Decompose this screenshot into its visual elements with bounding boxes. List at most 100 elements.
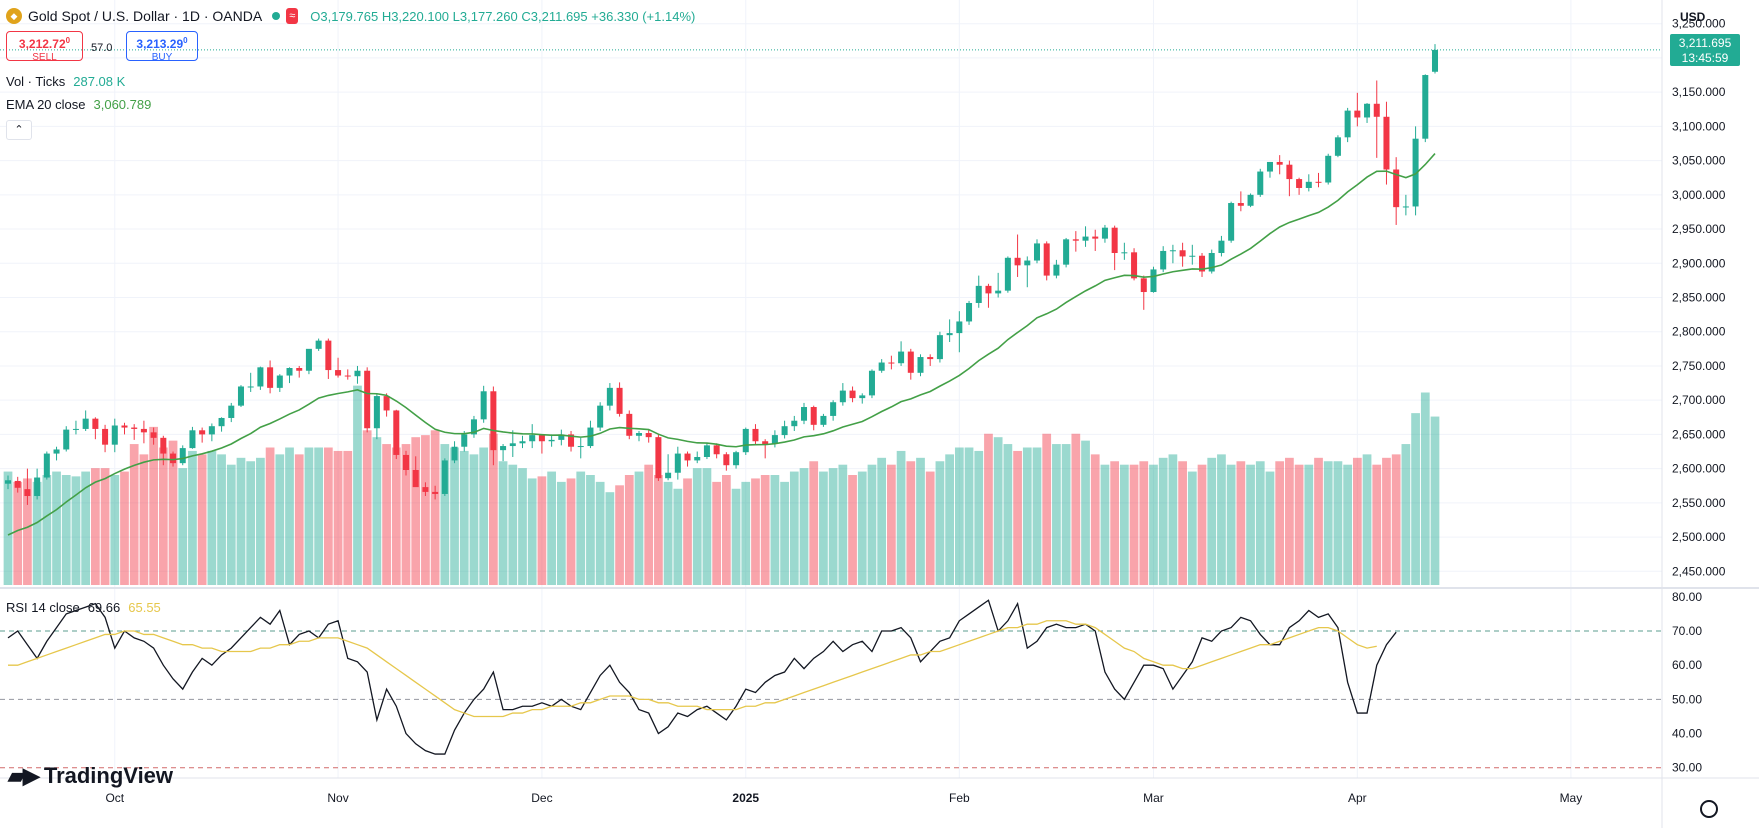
volume-bar [799, 468, 809, 585]
candle-body [92, 418, 99, 429]
symbol-title[interactable]: Gold Spot / U.S. Dollar · 1D · OANDA [28, 8, 263, 24]
last-price-tag: 3,211.695 13:45:59 [1670, 33, 1740, 66]
rsi-legend[interactable]: RSI 14 close 69.66 65.55 [6, 600, 161, 615]
candle-body [1247, 194, 1254, 206]
time-axis-label: Nov [327, 791, 348, 805]
sell-label: SELL [32, 52, 57, 63]
volume-bar [498, 461, 508, 585]
grid-lines [0, 0, 1662, 778]
chevron-up-icon[interactable]: ⌃ [6, 120, 32, 140]
candle-body [1431, 49, 1439, 72]
volume-bar [450, 447, 459, 585]
price-tick-label: 2,650.000 [1672, 427, 1726, 441]
candle-body [597, 405, 604, 428]
candle-body [616, 387, 623, 414]
volume-bar [217, 454, 226, 585]
volume-bar [421, 435, 430, 585]
volume-bar [1071, 433, 1081, 585]
volume-bar [925, 471, 935, 585]
candle-body [402, 454, 410, 470]
volume-bar [343, 450, 353, 585]
candle-body [771, 435, 778, 444]
volume-bar [469, 454, 479, 585]
volume-bar [1294, 464, 1304, 585]
candle-body [1296, 179, 1303, 188]
volume-bar [1343, 464, 1353, 585]
volume-bar [906, 461, 916, 585]
candle-body [63, 429, 70, 450]
volume-bar [1362, 454, 1372, 585]
candle-body [1121, 252, 1128, 254]
candle-body [208, 426, 215, 435]
candle-body [296, 368, 303, 371]
volume-bar [197, 454, 207, 585]
candle-body [519, 441, 526, 444]
volume-bar [1333, 461, 1343, 585]
volume-bar [158, 447, 168, 585]
volume-bar [333, 450, 343, 585]
volume-bar [1129, 464, 1139, 585]
candle-body [247, 386, 254, 388]
candle-body [995, 290, 1002, 294]
price-tick-label: 2,600.000 [1672, 462, 1726, 476]
candle-body [1412, 138, 1419, 207]
volume-bar [42, 475, 52, 585]
volume-bar [1042, 433, 1052, 585]
ema-20-line [7, 153, 1436, 536]
candle-body [111, 425, 118, 445]
volume-bar [246, 461, 256, 585]
candle-body [655, 437, 662, 479]
candle-body [645, 433, 652, 438]
volume-bar [566, 478, 576, 585]
volume-bar [459, 450, 469, 585]
volume-bar [3, 471, 13, 585]
volume-bar [1110, 461, 1120, 585]
candle-body [1315, 181, 1322, 183]
volume-bar [954, 447, 964, 585]
candle-body [538, 435, 545, 442]
volume-bar [13, 481, 23, 585]
volume-bar [1081, 440, 1090, 585]
volume-bar [838, 464, 848, 585]
volume-bar [916, 457, 925, 585]
ohlc-low: L3,177.260 [452, 8, 518, 24]
data-flag-icon[interactable]: ≈ [286, 8, 299, 24]
volume-bar [1158, 457, 1168, 585]
candle-body [830, 402, 837, 416]
currency-selector[interactable]: USD [1680, 10, 1706, 24]
price-tick-label: 2,850.000 [1672, 291, 1726, 305]
ema-legend-label: EMA 20 close [6, 97, 86, 112]
symbol-header[interactable]: ◆ Gold Spot / U.S. Dollar · 1D · OANDA ≈… [6, 6, 695, 26]
candle-body [364, 370, 371, 429]
ema-legend[interactable]: EMA 20 close 3,060.789 [6, 97, 151, 112]
time-axis-label: Mar [1143, 791, 1164, 805]
volume-bar [828, 468, 838, 585]
price-tick-label: 3,050.000 [1672, 154, 1726, 168]
candle-body [121, 425, 128, 428]
price-tick-label: 3,250.000 [1672, 17, 1726, 31]
volume-legend-label: Vol · Ticks [6, 74, 66, 89]
candle-body [257, 367, 264, 387]
candle-body [1276, 161, 1283, 165]
volume-bar [1255, 461, 1265, 585]
sell-button[interactable]: 3,212.720 SELL [6, 31, 83, 63]
tradingview-watermark[interactable]: ▰▶ TradingView [8, 763, 173, 789]
volume-bar [1139, 461, 1149, 585]
volume-bar [71, 476, 81, 585]
candle-body [878, 362, 885, 371]
volume-bar [1430, 416, 1440, 585]
last-price: 3,211.695 [1678, 35, 1732, 50]
volume-bar [964, 447, 974, 585]
ohlc-values: O3,179.765 H3,220.100 L3,177.260 C3,211.… [310, 9, 695, 24]
volume-legend[interactable]: Vol · Ticks 287.08 K [6, 74, 125, 89]
candle-body [228, 405, 235, 418]
settings-gear-icon[interactable] [1700, 800, 1718, 818]
volume-bar [1401, 444, 1411, 585]
candle-body [801, 407, 808, 421]
candle-body [24, 489, 31, 497]
buy-button[interactable]: 3,213.290 BUY [126, 31, 198, 63]
volume-bar [935, 461, 945, 585]
rsi-pane [0, 599, 1662, 769]
